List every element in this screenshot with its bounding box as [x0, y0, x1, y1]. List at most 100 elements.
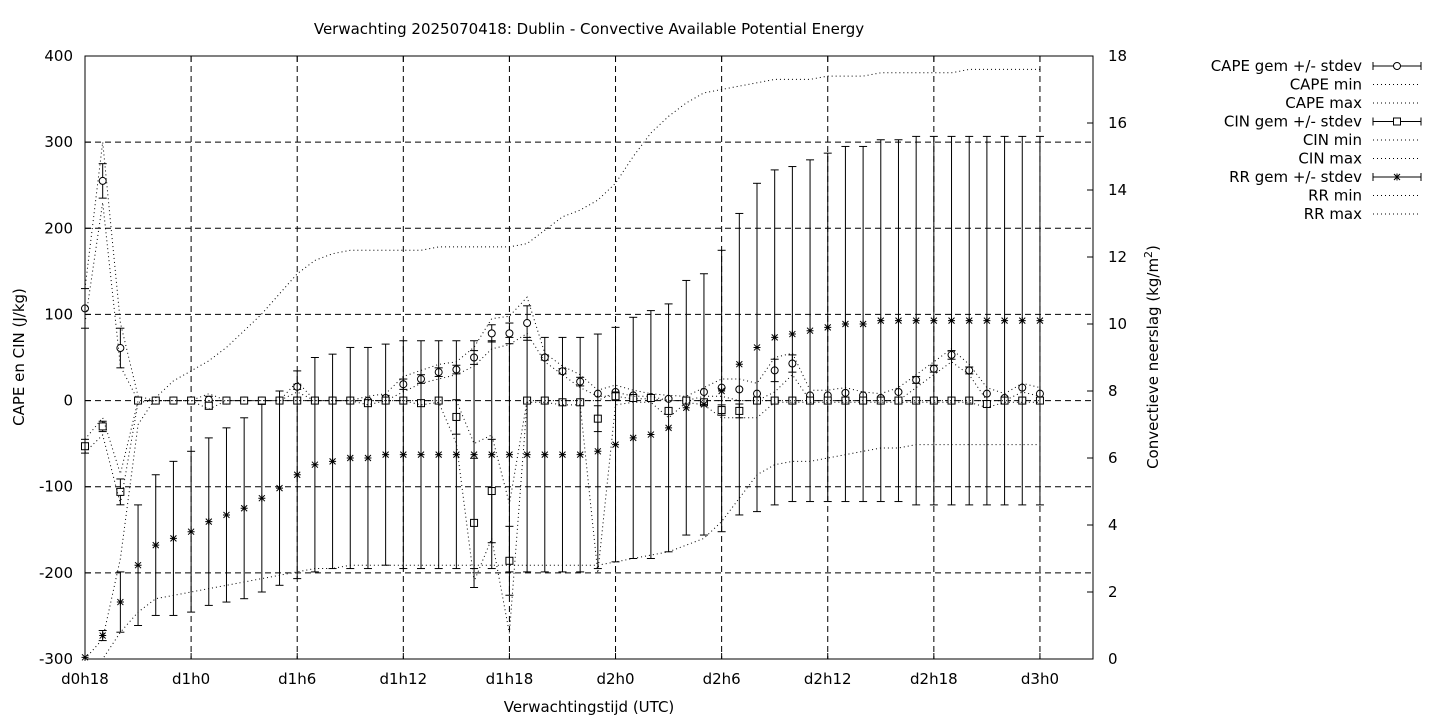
y2-tick-label: 10: [1108, 315, 1127, 333]
rr-mean-point: [488, 451, 496, 459]
legend-label: CAPE min: [1290, 76, 1362, 94]
rr-mean-point: [452, 451, 460, 459]
cin-mean-point: [116, 487, 125, 496]
rr-mean-point: [612, 441, 620, 449]
rr-mean-point: [912, 317, 920, 325]
cape-mean-point: [98, 176, 107, 185]
x-tick-label: d2h0: [596, 670, 634, 688]
legend-label: RR gem +/- stdev: [1229, 168, 1362, 186]
legend-label: RR max: [1304, 205, 1362, 223]
rr-mean-point: [311, 461, 319, 469]
y2-axis-label: Convectieve neerslag (kg/m2): [1142, 245, 1162, 469]
rr-mean-point: [541, 451, 549, 459]
rr-mean-point: [276, 484, 284, 492]
rr-mean-point: [718, 387, 726, 395]
rr-mean-point: [629, 434, 637, 442]
cin-mean-point: [134, 396, 143, 405]
y-tick-label: -200: [39, 564, 73, 582]
y-tick-label: 300: [44, 133, 73, 151]
legend-label: RR min: [1308, 187, 1362, 205]
axis-ticks: d0h18 d1h0 d1h6 d1h12 d1h18 d2h0 d2h6 d2h12 d2h1…: [39, 47, 1127, 688]
legend-label: CAPE max: [1285, 94, 1362, 112]
rr-mean-point: [965, 317, 973, 325]
y-tick-label: 0: [63, 392, 73, 410]
rr-mean-point: [930, 317, 938, 325]
cin-mean-point: [98, 422, 107, 431]
rr-mean-point: [346, 454, 354, 462]
y-tick-label: 400: [44, 47, 73, 65]
x-tick-label: d1h18: [486, 670, 534, 688]
rr-mean-point: [99, 632, 107, 640]
rr-mean-point: [152, 541, 160, 549]
x-tick-label: d3h0: [1021, 670, 1059, 688]
rr-mean-point: [1036, 317, 1044, 325]
y2-tick-label: 18: [1108, 47, 1127, 65]
y2-tick-label: 6: [1108, 449, 1118, 467]
series-6: [81, 135, 1044, 661]
cin-mean-point: [204, 401, 213, 410]
rr-mean-point: [983, 317, 991, 325]
legend-label: CIN gem +/- stdev: [1224, 113, 1362, 131]
cape-mean-point: [1393, 62, 1401, 70]
series-7: [85, 444, 1040, 660]
rr-mean-point: [382, 451, 390, 459]
rr-mean-point: [806, 327, 814, 335]
rr-mean-point: [824, 323, 832, 331]
rr-mean-point: [877, 317, 885, 325]
rr-mean-point: [435, 451, 443, 459]
y-tick-label: -300: [39, 650, 73, 668]
cin-mean-point: [1393, 117, 1401, 126]
rr-mean-point: [576, 451, 584, 459]
rr-mean-point: [364, 454, 372, 462]
cape-mean-point: [116, 344, 125, 353]
rr-mean-point: [222, 511, 230, 519]
x-tick-label: d1h6: [278, 670, 316, 688]
rr-mean-point: [1001, 317, 1009, 325]
y2-tick-label: 14: [1108, 181, 1127, 199]
grid: [84, 56, 1093, 659]
cape-mean-point: [523, 319, 532, 328]
rr-mean-point: [682, 404, 690, 412]
rr-mean-point: [1393, 173, 1401, 181]
rr-mean-point: [771, 333, 779, 341]
y-tick-label: 100: [44, 305, 73, 323]
rr-mean-point: [399, 451, 407, 459]
rr-mean-point: [470, 451, 478, 459]
rr-mean-point: [134, 561, 142, 569]
x-tick-label: d2h18: [910, 670, 958, 688]
rr-mean-point: [859, 320, 867, 328]
y2-axis-label-end: ): [1144, 245, 1162, 251]
y2-axis-label-main: Convectieve neerslag (kg/m: [1144, 258, 1162, 469]
y2-tick-label: 2: [1108, 583, 1118, 601]
cin-mean-point: [222, 396, 231, 405]
rr-mean-point: [505, 451, 513, 459]
x-tick-label: d1h0: [172, 670, 210, 688]
rr-mean-point: [894, 317, 902, 325]
cin-mean-point: [240, 396, 249, 405]
y2-tick-label: 16: [1108, 114, 1127, 132]
rr-mean-point: [558, 451, 566, 459]
rr-mean-point: [700, 400, 708, 408]
legend-label: CIN max: [1298, 150, 1362, 168]
rr-mean-point: [753, 343, 761, 351]
y2-tick-label: 4: [1108, 516, 1118, 534]
cape-mean-point: [487, 329, 496, 338]
rr-mean-point: [647, 431, 655, 439]
rr-mean-point: [293, 471, 301, 479]
plot-frame: [84, 55, 1094, 660]
rr-mean-point: [948, 317, 956, 325]
rr-mean-point: [841, 320, 849, 328]
rr-mean-point: [523, 451, 531, 459]
y2-axis-label-sup: 2: [1142, 251, 1155, 258]
y-tick-label: 200: [44, 219, 73, 237]
legend-label: CAPE gem +/- stdev: [1211, 57, 1362, 75]
legend-label: CIN min: [1303, 131, 1362, 149]
rr-mean-point: [187, 528, 195, 536]
chart-title: Verwachting 2025070418: Dublin - Convect…: [314, 20, 864, 38]
rr-mean-point: [258, 494, 266, 502]
rr-mean-point: [665, 424, 673, 432]
x-tick-label: d0h18: [61, 670, 109, 688]
y2-tick-label: 12: [1108, 248, 1127, 266]
